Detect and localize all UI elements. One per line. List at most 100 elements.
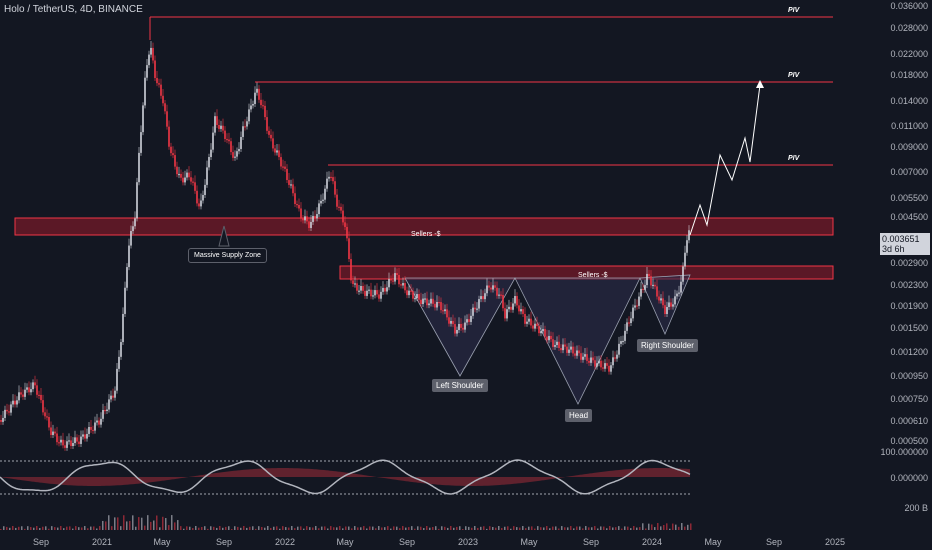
candle-body	[336, 194, 338, 207]
time-tick: 2023	[457, 537, 479, 547]
price-tick: 0.000950	[890, 371, 928, 381]
volume-bar	[624, 526, 626, 530]
candle-body	[688, 230, 690, 241]
candle-body	[118, 356, 120, 369]
volume-bar	[414, 528, 416, 530]
volume-bar	[42, 526, 44, 530]
candle-body	[176, 166, 178, 175]
volume-bar	[246, 527, 248, 530]
candle-body	[278, 150, 280, 158]
candle-body	[50, 427, 52, 436]
candle-body	[460, 324, 462, 328]
time-tick: Sep	[32, 537, 50, 547]
volume-bar	[459, 526, 461, 530]
volume-bar	[642, 523, 644, 530]
volume-bar	[273, 526, 275, 530]
candle-body	[486, 285, 488, 294]
candle-body	[668, 302, 670, 307]
candle-body	[672, 304, 674, 307]
candle-body	[76, 437, 78, 442]
candle-body	[370, 289, 372, 297]
time-tick: Sep	[215, 537, 233, 547]
candle-body	[602, 367, 604, 369]
volume-bar	[675, 524, 677, 530]
symbol-title: Holo / TetherUS, 4D, BINANCE	[4, 4, 143, 15]
candle-body	[258, 88, 260, 100]
volume-bar	[579, 526, 581, 530]
volume-bar	[378, 526, 380, 530]
volume-bar	[507, 526, 509, 530]
volume-bar	[114, 517, 116, 530]
volume-bar	[381, 527, 383, 530]
volume-bar	[609, 526, 611, 530]
candle-body	[630, 318, 632, 324]
volume-bar	[654, 527, 656, 530]
candle-body	[518, 305, 520, 312]
volume-bar	[222, 527, 224, 530]
candle-body	[646, 273, 648, 286]
volume-bar	[516, 527, 518, 530]
candle-body	[156, 77, 158, 84]
volume-bar	[141, 517, 143, 530]
candle-body	[202, 194, 204, 201]
candle-body	[648, 273, 650, 277]
volume-bar	[651, 524, 653, 530]
piv-label-2: PIV	[788, 72, 800, 79]
price-tick: 0.000500	[890, 436, 928, 446]
candle-body	[368, 289, 370, 291]
volume-bar	[153, 520, 155, 530]
candle-body	[324, 188, 326, 200]
volume-bar	[552, 526, 554, 530]
candle-body	[146, 65, 148, 78]
candle-body	[128, 245, 130, 268]
volume-bar	[657, 523, 659, 530]
piv-label-3: PIV	[788, 155, 800, 162]
candle-body	[78, 441, 80, 444]
candle-body	[414, 298, 416, 300]
volume-bar	[102, 520, 104, 530]
candle-body	[422, 298, 424, 305]
head-label: Head	[565, 409, 593, 422]
candle-body	[676, 293, 678, 297]
volume-bar	[354, 526, 356, 530]
candle-body	[434, 303, 436, 308]
candle-body	[416, 294, 418, 299]
candle-body	[60, 439, 62, 443]
price-tick: 0.005500	[890, 193, 928, 203]
volume-bar	[192, 528, 194, 530]
volume-bar	[15, 527, 17, 530]
candle-body	[68, 440, 70, 442]
candle-body	[412, 291, 414, 299]
piv-label-top: PIV	[788, 7, 800, 14]
candle-body	[636, 305, 638, 307]
candle-body	[610, 365, 612, 372]
candle-body	[270, 134, 272, 139]
candle-body	[392, 280, 394, 282]
bar-countdown: 3d 6h	[882, 244, 905, 254]
candle-body	[322, 199, 324, 201]
sellers-label-lower: Sellers -$	[578, 272, 608, 279]
candle-body	[194, 182, 196, 191]
volume-bar	[372, 526, 374, 530]
candle-body	[64, 445, 66, 448]
volume-bar	[453, 527, 455, 530]
volume-bar	[330, 526, 332, 530]
candle-body	[62, 439, 64, 446]
volume-bar	[6, 526, 8, 530]
candle-body	[580, 353, 582, 360]
candle-body	[232, 152, 234, 158]
candle-body	[526, 321, 528, 324]
volume-bar	[90, 526, 92, 530]
candle-body	[226, 138, 228, 141]
volume-bar	[672, 523, 674, 530]
volume-bar	[177, 520, 179, 530]
time-tick: Sep	[765, 537, 783, 547]
osc-tick-mid: 0.000000	[890, 473, 928, 483]
candle-body	[576, 350, 578, 356]
price-tick: 0.002300	[890, 280, 928, 290]
price-scale[interactable]: 0.036000 0.028000 0.022000 0.018000 0.01…	[878, 0, 932, 550]
volume-bar	[174, 522, 176, 530]
volume-bar	[420, 526, 422, 530]
volume-bar	[327, 528, 329, 530]
